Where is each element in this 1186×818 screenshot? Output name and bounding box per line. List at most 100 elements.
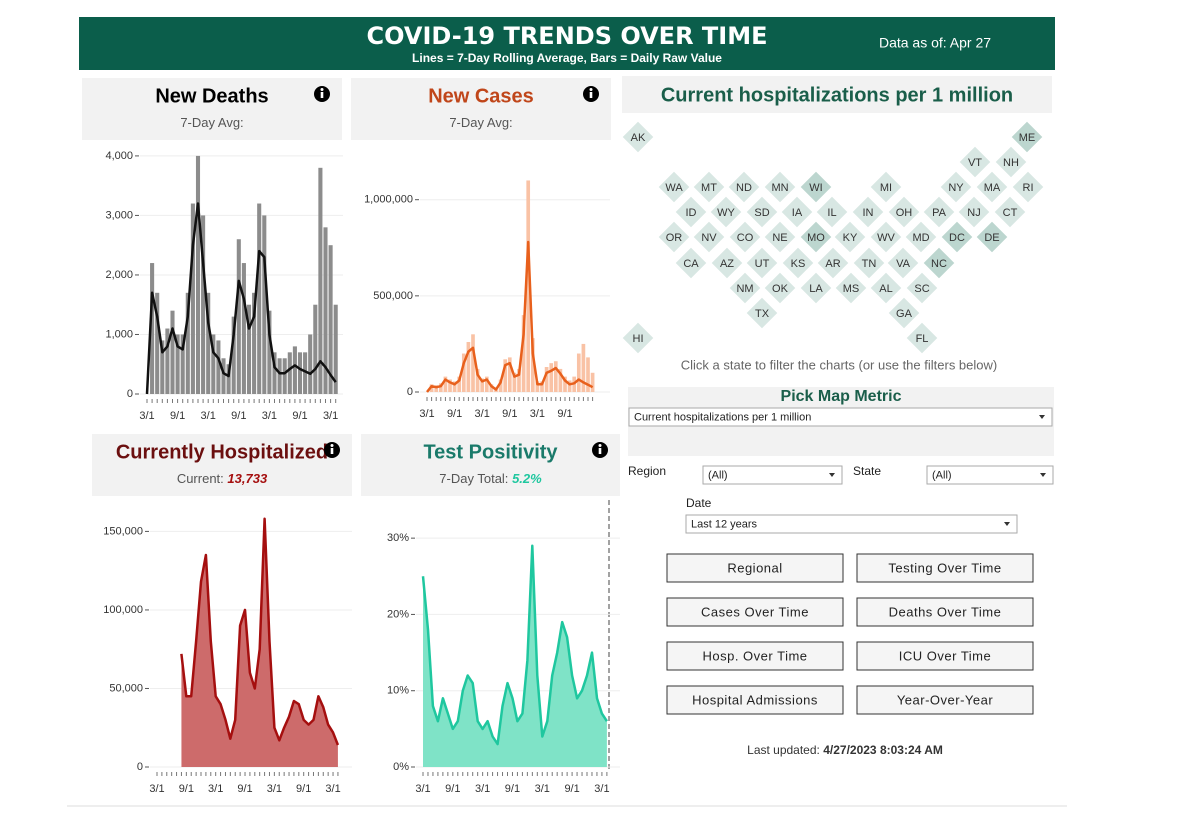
state-tile[interactable] (922, 246, 956, 280)
nav-button[interactable] (856, 597, 1034, 627)
map-title-box (622, 76, 1052, 113)
state-tile[interactable] (816, 246, 850, 280)
nav-button[interactable] (856, 553, 1034, 583)
current-value: 5.2% (512, 471, 542, 486)
state-tile[interactable] (763, 170, 797, 204)
state-tile[interactable] (692, 220, 726, 254)
y-tick-label: 1,000 (105, 328, 133, 340)
daily-bar (512, 372, 517, 392)
chart-title: Test Positivity (423, 441, 558, 463)
state-tile[interactable] (905, 271, 939, 305)
state-tile[interactable] (781, 246, 815, 280)
state-tile[interactable] (993, 195, 1027, 229)
daily-bar (211, 334, 216, 394)
nav-button[interactable] (666, 553, 844, 583)
state-label: DE (984, 232, 999, 244)
daily-bar (544, 367, 549, 392)
state-tile[interactable] (887, 195, 921, 229)
state-tile[interactable] (994, 145, 1028, 179)
dropdown[interactable] (685, 514, 1018, 534)
state-tile[interactable] (833, 220, 867, 254)
trend-line (426, 240, 594, 393)
state-tile[interactable] (904, 220, 938, 254)
state-tile[interactable] (834, 271, 868, 305)
nav-button[interactable] (666, 597, 844, 627)
state-tile[interactable] (763, 220, 797, 254)
daily-bar (535, 381, 540, 392)
state-label: IL (827, 207, 836, 219)
state-tile[interactable] (674, 246, 708, 280)
daily-bar (297, 352, 303, 394)
state-tile[interactable] (692, 170, 726, 204)
nav-button[interactable] (856, 641, 1034, 671)
y-tick-label: 100,000 (103, 604, 143, 616)
state-tile[interactable] (958, 145, 992, 179)
state-tile[interactable] (657, 220, 691, 254)
nav-button-label: Hosp. Over Time (702, 648, 807, 663)
state-tile[interactable] (869, 220, 903, 254)
dropdown-arrow (1040, 473, 1046, 477)
state-tile[interactable] (887, 296, 921, 330)
state-tile[interactable] (728, 271, 762, 305)
state-tile[interactable] (745, 296, 779, 330)
daily-bar (558, 368, 563, 392)
state-label: WI (809, 182, 822, 194)
state-label: DC (949, 232, 965, 244)
daily-bar (267, 310, 272, 394)
state-label: MI (880, 182, 892, 194)
state-tile[interactable] (728, 220, 762, 254)
state-tile[interactable] (939, 170, 973, 204)
y-tick-label: 2,000 (105, 269, 133, 281)
state-tile[interactable] (799, 170, 833, 204)
nav-button[interactable] (666, 685, 844, 715)
dropdown[interactable] (628, 407, 1053, 427)
state-tile[interactable] (852, 246, 886, 280)
daily-bar (576, 353, 581, 392)
state-tile[interactable] (745, 246, 779, 280)
state-label: FL (916, 333, 929, 345)
state-tile[interactable] (727, 170, 761, 204)
state-tile[interactable] (799, 271, 833, 305)
state-tile[interactable] (799, 220, 833, 254)
state-tile[interactable] (905, 321, 939, 355)
state-tile[interactable] (851, 195, 885, 229)
state-tile[interactable] (709, 195, 743, 229)
state-label: SC (914, 283, 929, 295)
dropdown[interactable] (926, 465, 1054, 485)
state-tile[interactable] (975, 220, 1009, 254)
state-tile[interactable] (1010, 120, 1044, 154)
state-tile[interactable] (657, 170, 691, 204)
state-tile[interactable] (745, 195, 779, 229)
state-tile[interactable] (1011, 170, 1045, 204)
x-tick-label: 9/1 (505, 783, 520, 795)
state-tile[interactable] (975, 170, 1009, 204)
state-tile[interactable] (621, 120, 655, 154)
state-tile[interactable] (869, 170, 903, 204)
x-tick-label: 3/1 (535, 783, 550, 795)
state-label: WA (665, 182, 683, 194)
dropdown[interactable] (702, 465, 843, 485)
state-tile[interactable] (674, 195, 708, 229)
state-tile[interactable] (815, 195, 849, 229)
state-tile[interactable] (869, 271, 903, 305)
state-tile[interactable] (621, 321, 655, 355)
state-tile[interactable] (763, 271, 797, 305)
y-tick-label: 0 (407, 386, 413, 398)
daily-bar (308, 334, 313, 394)
nav-button[interactable] (666, 641, 844, 671)
x-tick-label: 9/1 (447, 408, 462, 420)
state-tile[interactable] (710, 246, 744, 280)
state-tile[interactable] (780, 195, 814, 229)
state-label: MN (771, 182, 788, 194)
last-updated-label: Last updated: (747, 743, 820, 757)
state-tile[interactable] (886, 246, 920, 280)
daily-bar (155, 292, 160, 394)
chart-subtitle: 7-Day Avg: (449, 115, 512, 130)
state-tile[interactable] (957, 195, 991, 229)
state-tile[interactable] (940, 220, 974, 254)
state-label: TN (862, 258, 877, 270)
daily-bar (246, 304, 252, 394)
state-tile[interactable] (922, 195, 956, 229)
nav-button[interactable] (856, 685, 1034, 715)
